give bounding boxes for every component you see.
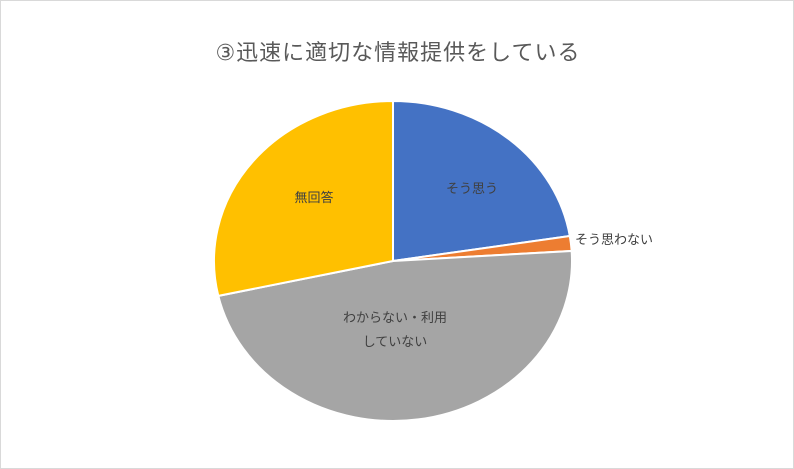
slice-label-1: そう思わない (575, 233, 653, 248)
slice-label-3: 無回答 (294, 190, 333, 206)
pie-slice-3 (213, 99, 394, 298)
slice-label-0: そう思う (446, 182, 498, 197)
chart-title: ③迅速に適切な情報提供をしている (215, 41, 581, 66)
pie-slice-0 (392, 99, 571, 263)
slice-label-2: わからない・利用していない (343, 311, 447, 350)
pie-slice-2 (217, 249, 573, 422)
